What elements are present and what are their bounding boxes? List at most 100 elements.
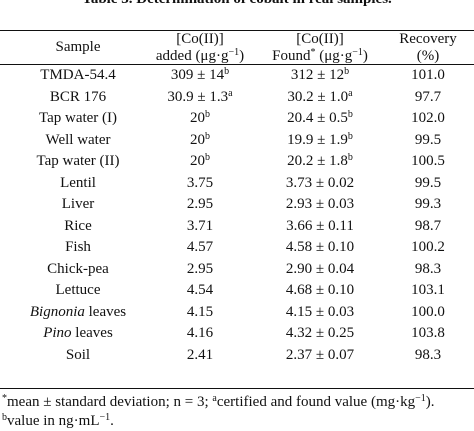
table-cell: Well water	[45, 131, 110, 149]
table-cell-text: 4.54	[186, 282, 214, 298]
table-cell-text: 4.58 ± 0.10	[285, 239, 355, 255]
table-cell-text: Bignonia	[29, 303, 85, 320]
table-cell: Tap water (I)	[39, 109, 117, 127]
table-cell-text: 100.0	[411, 303, 445, 320]
table-cell-text: 103.1	[411, 282, 445, 298]
table-cell-text: Well water	[45, 131, 111, 148]
header-cell: (%)	[417, 47, 440, 65]
table-cell: 20b	[190, 152, 210, 170]
table-cell: 4.57	[187, 238, 213, 256]
table-cell-text: 99.3	[414, 196, 442, 212]
table-cell: 100.0	[411, 303, 445, 321]
table-cell: 3.75	[187, 174, 213, 192]
table-cell: Lentil	[60, 174, 96, 192]
table-cell: TMDA-54.4	[40, 66, 115, 84]
table-cell-text: 99.5	[414, 174, 442, 191]
table-cell-text: 98.3	[414, 346, 442, 363]
header-cell-text: −1	[228, 47, 240, 58]
table-cell: 4.16	[187, 324, 213, 342]
footnote: bvalue in ng·mL−1.	[2, 412, 114, 430]
table-cell-text: 100.5	[411, 153, 445, 169]
table-cell-text: b	[347, 130, 353, 142]
table-cell: 2.90 ± 0.04	[286, 260, 354, 278]
table-cell: 2.37 ± 0.07	[286, 346, 354, 364]
table-cell: Bignonia leaves	[30, 303, 126, 321]
header-cell-text: Sample	[55, 39, 101, 55]
table-cell: 312 ± 12b	[291, 66, 349, 84]
table-cell-text: BCR 176	[49, 88, 107, 105]
table-cell-text: 2.41	[186, 346, 214, 363]
table-cell-text: 4.15 ± 0.03	[285, 303, 355, 320]
header-cell-text: Recovery	[399, 31, 457, 47]
table-cell-text: 2.93 ± 0.03	[285, 196, 355, 212]
table-cell: 2.93 ± 0.03	[286, 195, 354, 213]
header-cell-text: −1	[352, 47, 363, 58]
table-cell-text: Lentil	[60, 174, 96, 191]
footnote: *mean ± standard deviation; n = 3; acert…	[2, 393, 435, 411]
table-cell: 101.0	[411, 66, 445, 84]
table-cell: 20.2 ± 1.8b	[287, 152, 353, 170]
table-cell-text: 30.2 ± 1.0	[287, 88, 349, 105]
table-cell: 99.5	[415, 131, 441, 149]
table-cell-text: 309 ± 14	[170, 67, 225, 83]
header-cell: [Co(II)]	[296, 30, 343, 48]
table-cell-text: 20	[190, 153, 205, 169]
table-cell-text: b	[205, 152, 210, 163]
table-cell-text: 98.3	[414, 260, 442, 277]
table-cell: Liver	[62, 195, 94, 213]
table-cell: Tap water (II)	[36, 152, 119, 170]
header-cell: Found* (μg·g−1)	[272, 47, 368, 65]
table-cell-text: 2.37 ± 0.07	[285, 346, 355, 363]
table-cell-text: TMDA-54.4	[40, 67, 116, 83]
table-cell-text: b	[205, 130, 210, 142]
table-cell-text: 2.95	[186, 196, 214, 212]
table-cell: 3.66 ± 0.11	[286, 217, 354, 235]
table-cell: 2.41	[187, 346, 213, 364]
table-cell-text: 3.73 ± 0.02	[285, 174, 355, 191]
table-cell: 98.3	[415, 260, 441, 278]
table-cell: Rice	[64, 217, 92, 235]
table-cell: Soil	[66, 346, 90, 364]
table-cell: 20.4 ± 0.5b	[287, 109, 353, 127]
footnote-text: .	[110, 413, 114, 429]
table-cell-text: Soil	[65, 346, 91, 363]
table-cell-text: 97.7	[414, 88, 442, 105]
table-cell-text: 2.90 ± 0.04	[285, 260, 355, 277]
header-cell-text: added (μg·g	[155, 48, 229, 64]
table-cell-text: a	[348, 87, 353, 99]
table-cell: 20b	[190, 109, 210, 127]
table-cell: 4.54	[187, 281, 213, 299]
header-cell-text: [Co(II)]	[296, 31, 344, 47]
footnote-text: ).	[425, 394, 435, 410]
table-cell-text: 19.9 ± 1.9	[287, 131, 348, 148]
table-cell: 100.2	[411, 238, 445, 256]
table-cell: 4.58 ± 0.10	[286, 238, 354, 256]
table-cell-text: b	[347, 109, 353, 120]
table-cell: Lettuce	[56, 281, 101, 299]
table-cell-text: 20	[190, 110, 205, 126]
table-cell-text: Lettuce	[55, 282, 101, 298]
table-cell-text: 100.2	[411, 239, 445, 255]
table-cell-text: 30.9 ± 1.3	[167, 88, 229, 105]
table-cell-text: Tap water (I)	[38, 110, 118, 126]
table-cell-text: Liver	[61, 196, 95, 212]
header-cell-text: Found	[272, 48, 311, 64]
table-cell-text: 3.71	[186, 217, 214, 234]
table-cell: 103.8	[411, 324, 445, 342]
table-cell: 4.68 ± 0.10	[286, 281, 354, 299]
header-cell: Sample	[56, 38, 101, 56]
top-rule	[0, 30, 474, 31]
table-cell-text: 2.95	[186, 260, 214, 277]
bottom-rule	[0, 388, 474, 389]
table-cell-text: leaves	[71, 325, 113, 341]
table-cell: 2.95	[187, 260, 213, 278]
table-cell: 30.9 ± 1.3a	[167, 88, 232, 106]
table-cell-text: b	[205, 109, 210, 120]
table-cell: 3.71	[187, 217, 213, 235]
footnote-text: a	[212, 393, 217, 404]
table-cell: 99.5	[415, 174, 441, 192]
table-cell: 309 ± 14b	[171, 66, 229, 84]
table-cell-text: b	[344, 66, 350, 77]
table-cell-text: 4.16	[186, 325, 214, 341]
table-cell: Pino leaves	[43, 324, 113, 342]
